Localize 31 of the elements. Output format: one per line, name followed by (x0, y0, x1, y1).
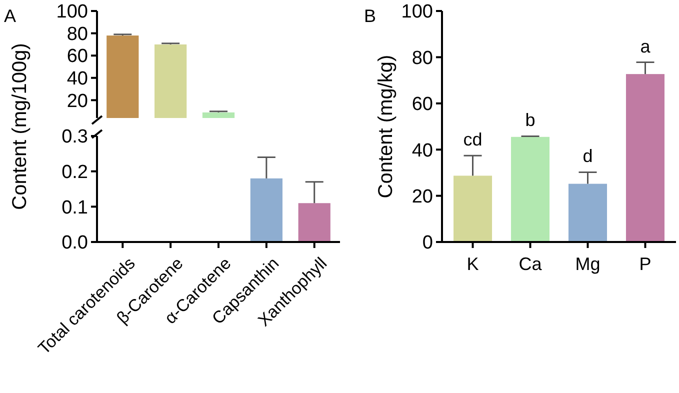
y-tick-label: 60 (412, 94, 433, 116)
y-tick-label: 20 (66, 90, 88, 112)
y-tick-label: 0.0 (62, 232, 88, 254)
x-tick-label: P (639, 254, 652, 274)
y-tick-label: 0.3 (62, 126, 88, 148)
bar (568, 184, 608, 242)
annotation: cd (463, 130, 482, 150)
y-tick-label: 80 (412, 48, 433, 69)
x-tick-label: Ca (518, 254, 543, 274)
annotation: d (582, 146, 593, 166)
y-axis-title: Content (mg/100g) (9, 43, 31, 210)
y-tick-label: 0 (422, 232, 433, 254)
annotation: b (525, 110, 536, 130)
y-tick-label: 0.2 (62, 162, 88, 183)
chart-title: A (4, 6, 16, 26)
y-tick-label: 60 (66, 46, 88, 68)
chart-title: B (364, 6, 376, 26)
y-tick-label: 100 (401, 2, 433, 23)
x-tick-label: Mg (575, 254, 600, 274)
y-tick-label: 40 (412, 140, 433, 162)
y-tick-label: 20 (412, 186, 433, 208)
bar (626, 74, 664, 242)
x-tick-label: K (466, 254, 479, 274)
bar (510, 136, 550, 242)
y-tick-label: 0.1 (62, 197, 88, 218)
y-tick-label: 80 (66, 24, 88, 45)
bar (454, 176, 492, 242)
annotation: a (640, 36, 652, 56)
y-axis-title: Content (mg/kg) (375, 54, 397, 198)
y-tick-label: 40 (66, 68, 88, 90)
y-tick-label: 100 (56, 2, 88, 23)
